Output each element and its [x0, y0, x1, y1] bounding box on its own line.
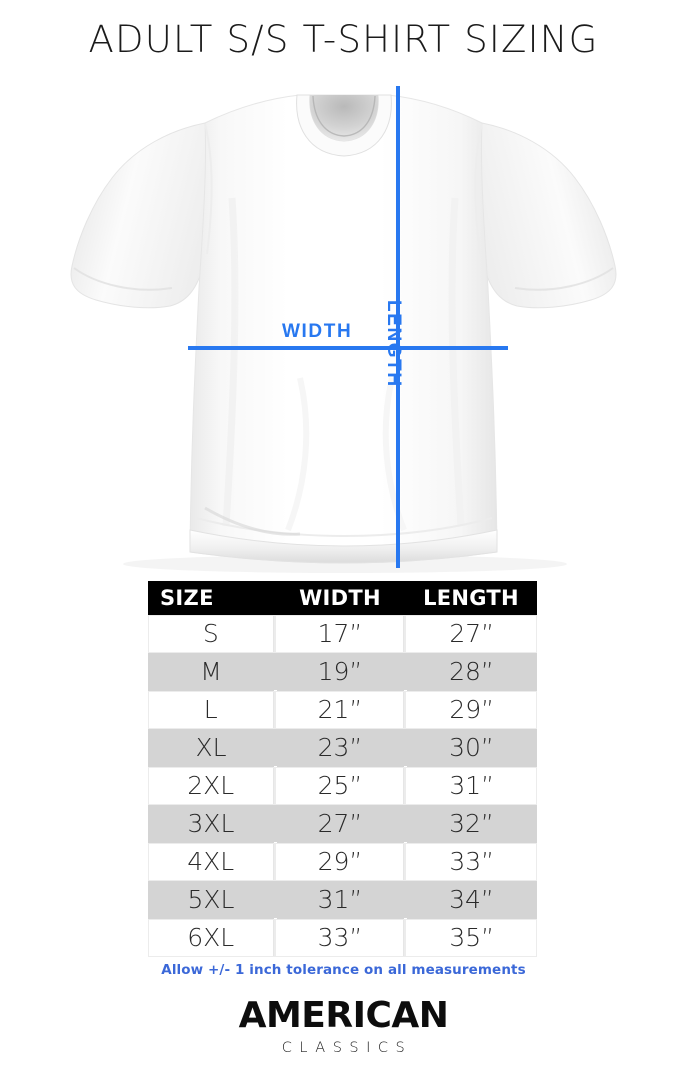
cell-width: 17”: [275, 615, 407, 653]
header-size: SIZE: [148, 581, 275, 615]
table-header-row: SIZE WIDTH LENGTH: [148, 581, 537, 615]
cell-length: 28”: [405, 652, 537, 691]
table-row: 6XL 33” 35”: [148, 918, 537, 957]
table-header: SIZE WIDTH LENGTH: [148, 581, 537, 615]
table-row: 4XL 29” 33”: [148, 842, 537, 881]
cell-length: 27”: [405, 615, 537, 653]
cell-size: M: [148, 652, 276, 691]
cell-width: 29”: [275, 842, 407, 881]
table-row: 2XL 25” 31”: [148, 766, 537, 805]
cell-size: XL: [148, 728, 276, 767]
table-row: M 19” 28”: [148, 652, 537, 691]
cell-size: 6XL: [148, 918, 277, 957]
length-label: LENGTH: [383, 300, 404, 388]
brand-name: AMERICAN: [238, 995, 449, 1036]
cell-size: 3XL: [148, 804, 276, 843]
width-guide-line: [188, 346, 508, 350]
cell-width: 21”: [275, 690, 407, 729]
cell-length: 32”: [405, 804, 537, 843]
cell-length: 34”: [405, 880, 537, 919]
cell-width: 27”: [275, 804, 406, 843]
cell-size: 4XL: [148, 842, 277, 881]
table-body: S 17” 27” M 19” 28” L 21” 29” XL 23” 30”…: [148, 615, 537, 957]
length-guide-line: [396, 86, 400, 568]
table-row: XL 23” 30”: [148, 728, 537, 767]
header-width: WIDTH: [275, 581, 405, 615]
cell-size: S: [148, 615, 277, 653]
cell-width: 31”: [275, 880, 406, 919]
cell-width: 19”: [275, 652, 406, 691]
cell-size: 2XL: [148, 766, 277, 805]
width-label: WIDTH: [282, 321, 353, 342]
cell-length: 31”: [405, 766, 537, 805]
brand-logo: AMERICAN CLASSICS: [0, 998, 687, 1056]
tshirt-illustration: [70, 94, 617, 573]
header-length: LENGTH: [405, 581, 537, 615]
table-row: S 17” 27”: [148, 615, 537, 653]
page-title: ADULT S/S T-SHIRT SIZING: [88, 18, 599, 61]
table-row: L 21” 29”: [148, 690, 537, 729]
cell-length: 35”: [405, 918, 537, 957]
table-row: 5XL 31” 34”: [148, 880, 537, 919]
cell-size: 5XL: [148, 880, 276, 919]
cell-width: 25”: [275, 766, 407, 805]
brand-tagline: CLASSICS: [281, 1040, 413, 1056]
cell-size: L: [148, 690, 277, 729]
cell-width: 33”: [275, 918, 407, 957]
cell-width: 23”: [275, 728, 406, 767]
tshirt-diagram: WIDTH LENGTH: [0, 78, 687, 576]
cell-length: 33”: [405, 842, 537, 881]
tolerance-note: Allow +/- 1 inch tolerance on all measur…: [161, 962, 526, 978]
table-row: 3XL 27” 32”: [148, 804, 537, 843]
cell-length: 30”: [405, 728, 537, 767]
size-chart-table: SIZE WIDTH LENGTH S 17” 27” M 19” 28” L …: [148, 581, 537, 957]
cell-length: 29”: [405, 690, 537, 729]
